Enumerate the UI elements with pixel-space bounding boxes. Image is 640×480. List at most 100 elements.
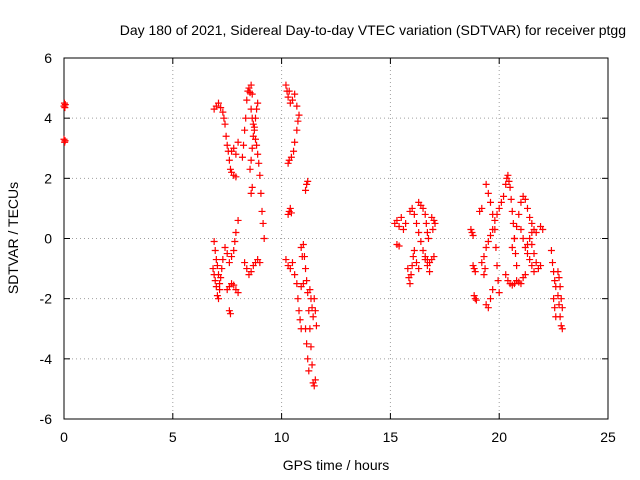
data-point	[482, 180, 490, 188]
data-point	[212, 283, 220, 291]
data-point	[288, 96, 296, 104]
data-point	[492, 244, 500, 252]
data-point	[526, 213, 534, 221]
data-point	[293, 102, 301, 110]
data-point	[467, 225, 475, 233]
data-point	[288, 259, 296, 267]
data-point	[480, 271, 488, 279]
data-point	[230, 247, 238, 255]
data-point	[512, 250, 520, 258]
data-point	[471, 268, 479, 276]
data-point	[486, 231, 494, 239]
data-point	[502, 271, 510, 279]
data-point	[216, 280, 224, 288]
data-points	[60, 81, 566, 390]
data-point	[282, 81, 290, 89]
data-point	[419, 247, 427, 255]
data-point	[491, 225, 499, 233]
axis-ticks	[63, 57, 609, 420]
data-point	[294, 295, 302, 303]
data-point	[480, 253, 488, 261]
data-point	[61, 101, 69, 109]
data-point	[284, 210, 292, 218]
y-tick-label: -4	[40, 351, 53, 367]
data-point	[469, 262, 477, 270]
data-point	[253, 105, 261, 113]
data-point	[552, 313, 560, 321]
data-point	[293, 126, 301, 134]
data-point	[558, 325, 566, 333]
data-point	[486, 198, 494, 206]
data-point	[286, 265, 294, 273]
data-point	[211, 277, 219, 285]
data-point	[423, 228, 431, 236]
data-point	[250, 123, 258, 131]
data-point	[228, 253, 236, 261]
data-point	[230, 144, 238, 152]
x-tick-label: 0	[60, 429, 68, 445]
data-point	[310, 382, 318, 390]
data-point	[537, 222, 545, 230]
y-tick-label: -6	[40, 411, 53, 427]
y-tick-label: 4	[44, 110, 52, 126]
data-point	[486, 295, 494, 303]
y-tick-label: -2	[40, 291, 53, 307]
data-point	[551, 304, 559, 312]
data-point	[484, 238, 492, 246]
data-point	[555, 274, 563, 282]
data-point	[299, 241, 307, 249]
data-point	[247, 268, 255, 276]
data-point	[302, 186, 310, 194]
data-point	[430, 253, 438, 261]
data-point	[254, 150, 262, 158]
data-point	[225, 156, 233, 164]
data-point	[247, 81, 255, 89]
data-point	[287, 153, 295, 161]
data-point	[419, 204, 427, 212]
data-point	[212, 256, 220, 264]
data-point	[303, 180, 311, 188]
data-point	[248, 183, 256, 191]
data-point	[308, 361, 316, 369]
data-point	[232, 150, 240, 158]
data-point	[299, 280, 307, 288]
data-point	[549, 259, 557, 267]
data-point	[429, 225, 437, 233]
data-point	[507, 195, 515, 203]
data-point	[291, 271, 299, 279]
data-point	[303, 277, 311, 285]
data-point	[246, 165, 254, 173]
data-point	[256, 259, 264, 267]
data-point	[482, 244, 490, 252]
data-point	[234, 138, 242, 146]
data-point	[478, 204, 486, 212]
data-point	[505, 177, 513, 185]
data-point	[240, 141, 248, 149]
data-point	[515, 210, 523, 218]
data-point	[513, 262, 521, 270]
x-tick-label: 25	[600, 429, 616, 445]
data-point	[468, 228, 476, 236]
y-tick-label: 2	[44, 170, 52, 186]
chart-title: Day 180 of 2021, Sidereal Day-to-day VTE…	[120, 22, 626, 38]
data-point	[519, 235, 527, 242]
data-point	[284, 159, 292, 167]
data-point	[304, 355, 312, 363]
data-point	[413, 259, 421, 267]
data-point	[309, 313, 317, 321]
data-point	[282, 256, 290, 264]
data-point	[312, 322, 320, 330]
data-point	[422, 219, 430, 227]
data-point	[410, 247, 418, 255]
data-point	[216, 286, 224, 294]
data-point	[517, 225, 525, 233]
x-tick-label: 10	[274, 429, 290, 445]
data-point	[421, 210, 429, 218]
data-point	[258, 207, 266, 215]
data-point	[293, 280, 301, 288]
data-point	[231, 238, 239, 246]
data-point	[220, 114, 228, 122]
data-point	[554, 268, 562, 276]
data-point	[497, 198, 505, 206]
data-point	[243, 265, 251, 273]
